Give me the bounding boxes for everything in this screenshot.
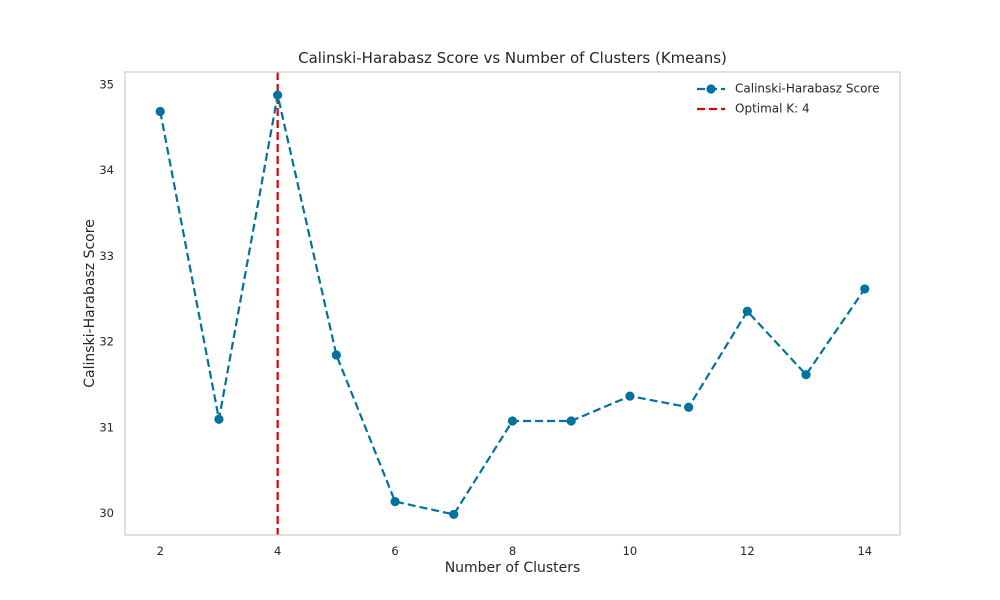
data-point	[507, 416, 518, 426]
data-point	[273, 90, 283, 100]
y-tick-label: 30	[99, 506, 114, 520]
data-point	[566, 416, 576, 426]
x-tick-label: 8	[509, 544, 516, 558]
x-axis-ticks: 2 4 6 8 10 12 14	[157, 544, 873, 558]
data-point	[684, 402, 694, 412]
legend-score-label: Calinski-Harabasz Score	[735, 82, 879, 96]
plot-frame	[124, 71, 901, 536]
y-axis-ticks: 30 31 32 33 34 35	[99, 77, 114, 520]
data-point	[390, 496, 400, 507]
y-tick-label: 32	[99, 335, 114, 349]
data-point	[449, 509, 459, 520]
data-point	[214, 414, 224, 424]
data-point	[801, 370, 811, 380]
legend: Calinski-Harabasz Score Optimal K: 4	[688, 80, 894, 126]
data-point	[331, 350, 341, 360]
y-tick-label: 31	[99, 420, 114, 434]
y-tick-label: 35	[99, 77, 114, 91]
data-point	[625, 391, 635, 401]
y-tick-label: 34	[99, 163, 114, 177]
y-tick-label: 33	[99, 249, 114, 263]
x-tick-label: 2	[157, 544, 164, 558]
x-tick-label: 6	[391, 544, 398, 558]
data-point	[155, 106, 165, 117]
data-point	[860, 284, 870, 294]
x-tick-label: 10	[623, 544, 638, 558]
legend-box	[688, 80, 894, 126]
x-axis-label: Number of Clusters	[445, 560, 581, 576]
y-axis-label: Calinski-Harabasz Score	[82, 219, 98, 388]
x-tick-label: 4	[274, 544, 281, 558]
x-tick-label: 12	[740, 544, 755, 558]
legend-optimal-label: Optimal K: 4	[735, 102, 810, 116]
data-point	[742, 306, 752, 316]
legend-score-marker	[706, 84, 716, 94]
plot-area	[125, 72, 900, 535]
x-tick-label: 14	[857, 544, 872, 558]
chart-title: Calinski-Harabasz Score vs Number of Clu…	[298, 49, 727, 67]
series-layer	[155, 90, 870, 520]
